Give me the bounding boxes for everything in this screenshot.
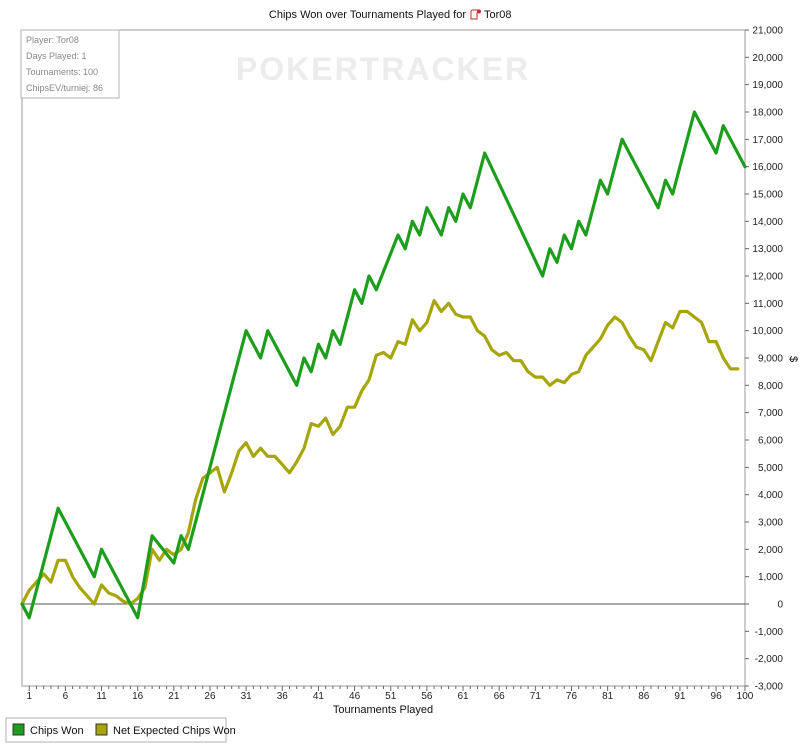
x-tick-label: 81: [602, 691, 614, 702]
y-tick-label: 4,000: [758, 490, 783, 501]
info-days-played: Days Played: 1: [26, 51, 87, 61]
y-tick-label: 11,000: [753, 299, 783, 310]
x-tick-label: 1: [26, 691, 32, 702]
y-tick-label: 18,000: [752, 108, 783, 119]
x-tick-label: 66: [494, 691, 506, 702]
x-tick-label: 76: [566, 691, 578, 702]
x-axis-title: Tournaments Played: [333, 704, 433, 716]
series-line-chips-won: [20, 110, 747, 620]
y-tick-label: -3,000: [755, 682, 784, 693]
y-axis-title: $: [787, 356, 799, 362]
y-tick-label: 7,000: [758, 408, 783, 419]
y-tick-label: 20,000: [752, 53, 783, 64]
y-tick-label: 3,000: [758, 518, 783, 529]
x-tick-label: 46: [349, 691, 361, 702]
x-tick-label: 16: [132, 691, 144, 702]
x-tick-label: 91: [674, 691, 686, 702]
plot-area: [21, 29, 746, 687]
x-tick-label: 11: [96, 691, 107, 702]
y-tick-label: 14,000: [752, 217, 783, 228]
y-tick-label: 5,000: [758, 463, 783, 474]
x-tick-label: 41: [313, 691, 325, 702]
y-tick-label: -2,000: [755, 654, 784, 665]
x-tick-label: 61: [457, 691, 469, 702]
player-icon: [470, 9, 481, 20]
legend-item-chips-won: Chips Won: [12, 723, 84, 737]
y-tick-label: -1,000: [755, 627, 784, 638]
info-box-frame: [20, 29, 120, 99]
y-tick-label: 8,000: [758, 381, 783, 392]
player-info-box: Player: Tor08 Days Played: 1 Tournaments…: [20, 29, 120, 99]
info-chipsev: ChipsEV/turniej: 86: [26, 83, 103, 93]
y-tick-label: 17,000: [752, 135, 783, 146]
x-tick-label: 100: [737, 691, 754, 702]
legend-frame: [5, 717, 227, 743]
y-tick-label: 2,000: [758, 545, 783, 556]
x-tick-label: 56: [421, 691, 433, 702]
series-line-net-expected-chips-won: [20, 299, 740, 606]
y-tick-label: 19,000: [752, 80, 783, 91]
y-tick-label: 12,000: [752, 272, 783, 283]
watermark-logo: POKERTRACKER: [236, 51, 530, 87]
info-player: Player: Tor08: [26, 35, 79, 45]
legend-swatch-net-expected: [95, 723, 108, 736]
x-tick-label: 26: [204, 691, 216, 702]
x-tick-label: 96: [711, 691, 723, 702]
legend-label-net-expected: Net Expected Chips Won: [113, 725, 236, 737]
x-tick-label: 31: [241, 691, 253, 702]
y-tick-label: 9,000: [758, 354, 783, 365]
info-tournaments: Tournaments: 100: [26, 67, 98, 77]
chart-title-player: Tor08: [484, 9, 512, 21]
x-tick-label: 51: [385, 691, 397, 702]
x-tick-label: 21: [168, 691, 180, 702]
y-tick-label: 15,000: [752, 190, 783, 201]
chart-title: Chips Won over Tournaments Played for To…: [269, 9, 512, 21]
x-tick-label: 6: [63, 691, 69, 702]
legend: Chips Won Net Expected Chips Won: [5, 717, 236, 743]
x-tick-label: 71: [530, 691, 542, 702]
y-tick-label: 13,000: [752, 244, 783, 255]
y-tick-label: 10,000: [752, 326, 783, 337]
legend-label-chips-won: Chips Won: [30, 725, 84, 737]
legend-swatch-chips-won: [12, 723, 25, 736]
chart-title-text: Chips Won over Tournaments Played for: [269, 9, 466, 21]
y-tick-label: 16,000: [752, 162, 783, 173]
y-tick-label: 6,000: [758, 436, 783, 447]
x-tick-label: 86: [638, 691, 650, 702]
y-tick-label: 21,000: [752, 26, 783, 37]
y-tick-label: 0: [777, 600, 783, 611]
legend-item-net-expected: Net Expected Chips Won: [95, 723, 236, 737]
x-tick-label: 36: [277, 691, 289, 702]
y-tick-label: 1,000: [758, 572, 783, 583]
